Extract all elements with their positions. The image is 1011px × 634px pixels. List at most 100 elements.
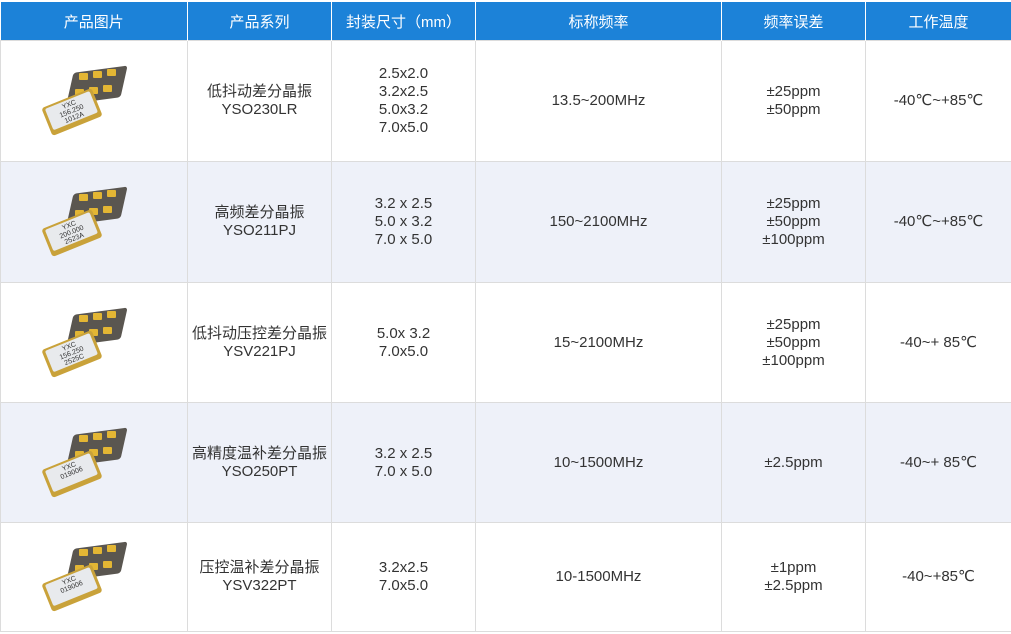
tol-value: ±100ppm xyxy=(723,231,864,249)
temperature-cell: -40℃~+85℃ xyxy=(866,162,1011,283)
header-series: 产品系列 xyxy=(188,2,332,41)
header-package-size: 封装尺寸（mm） xyxy=(332,2,476,41)
header-temperature: 工作温度 xyxy=(866,2,1011,41)
header-frequency: 标称频率 xyxy=(476,2,722,41)
pad xyxy=(107,190,116,197)
pad xyxy=(79,435,88,442)
tol-value: ±50ppm xyxy=(723,101,864,119)
temperature-cell: -40~+ 85℃ xyxy=(866,283,1011,403)
sizes-value: 5.0x3.2 xyxy=(333,101,474,119)
pad xyxy=(93,71,102,78)
sizes-value: 7.0 x 5.0 xyxy=(333,231,474,249)
pad xyxy=(107,431,116,438)
product-name[interactable]: 压控温补差分晶振 xyxy=(189,559,330,577)
frequency-cell: 15~2100MHz xyxy=(476,283,722,403)
product-name[interactable]: 高精度温补差分晶振 xyxy=(189,445,330,463)
tolerance-cell: ±25ppm±50ppm xyxy=(722,41,866,162)
pad xyxy=(93,433,102,440)
sizes-value: 7.0 x 5.0 xyxy=(333,463,474,481)
tolerance-cell: ±2.5ppm xyxy=(722,403,866,523)
pad xyxy=(107,311,116,318)
sizes-value: 7.0x5.0 xyxy=(333,343,474,361)
pad xyxy=(103,85,112,92)
sizes-value: 5.0 x 3.2 xyxy=(333,213,474,231)
sizes-value: 7.0x5.0 xyxy=(333,577,474,595)
sizes-value: 3.2 x 2.5 xyxy=(333,445,474,463)
sizes-value: 3.2x2.5 xyxy=(333,83,474,101)
sizes-value: 7.0x5.0 xyxy=(333,119,474,137)
pad xyxy=(79,315,88,322)
pad xyxy=(103,561,112,568)
product-model[interactable]: YSO250PT xyxy=(189,463,330,481)
header-frequency-tolerance: 频率误差 xyxy=(722,2,866,41)
pad xyxy=(107,545,116,552)
tol-value: ±25ppm xyxy=(723,83,864,101)
product-model[interactable]: YSV322PT xyxy=(189,577,330,595)
pad xyxy=(103,327,112,334)
pad xyxy=(103,206,112,213)
frequency-cell: 150~2100MHz xyxy=(476,162,722,283)
tolerance-cell: ±1ppm±2.5ppm xyxy=(722,523,866,632)
product-name[interactable]: 低抖动差分晶振 xyxy=(189,83,330,101)
product-name[interactable]: 高频差分晶振 xyxy=(189,204,330,222)
temperature-cell: -40℃~+85℃ xyxy=(866,41,1011,162)
product-name[interactable]: 低抖动压控差分晶振 xyxy=(189,325,330,343)
tol-value: ±50ppm xyxy=(723,213,864,231)
pad xyxy=(103,447,112,454)
pad xyxy=(93,547,102,554)
header-image: 产品图片 xyxy=(1,2,188,41)
frequency-cell: 10-1500MHz xyxy=(476,523,722,632)
frequency-cell: 10~1500MHz xyxy=(476,403,722,523)
temperature-cell: -40~+85℃ xyxy=(866,523,1011,632)
product-model[interactable]: YSO230LR xyxy=(189,101,330,119)
pad xyxy=(93,192,102,199)
pad xyxy=(93,313,102,320)
sizes-value: 3.2 x 2.5 xyxy=(333,195,474,213)
tol-value: ±1ppm xyxy=(723,559,864,577)
frequency-cell: 13.5~200MHz xyxy=(476,41,722,162)
tol-value: ±25ppm xyxy=(723,195,864,213)
product-model[interactable]: YSV221PJ xyxy=(189,343,330,361)
sizes-value: 2.5x2.0 xyxy=(333,65,474,83)
tol-value: ±50ppm xyxy=(723,334,864,352)
tol-value: ±2.5ppm xyxy=(723,454,864,472)
pad xyxy=(79,194,88,201)
sizes-value: 3.2x2.5 xyxy=(333,559,474,577)
tol-value: ±25ppm xyxy=(723,316,864,334)
tol-value: ±100ppm xyxy=(723,352,864,370)
product-model[interactable]: YSO211PJ xyxy=(189,222,330,240)
pad xyxy=(79,549,88,556)
pad xyxy=(79,73,88,80)
tolerance-cell: ±25ppm±50ppm±100ppm xyxy=(722,283,866,403)
temperature-cell: -40~+ 85℃ xyxy=(866,403,1011,523)
tolerance-cell: ±25ppm±50ppm±100ppm xyxy=(722,162,866,283)
sizes-value: 5.0x 3.2 xyxy=(333,325,474,343)
tol-value: ±2.5ppm xyxy=(723,577,864,595)
pad xyxy=(107,69,116,76)
